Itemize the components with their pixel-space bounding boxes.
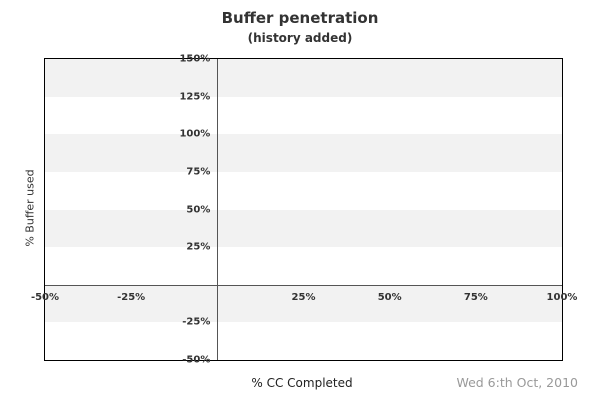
y-tick-label: -50%	[182, 354, 211, 366]
grid-band	[45, 247, 562, 285]
grid-band	[45, 284, 562, 323]
grid-band	[45, 96, 562, 135]
y-tick-label: -25%	[182, 316, 211, 328]
x-tick-label: 75%	[463, 291, 488, 303]
plot-area: 150% 125% 100% 75% 50% 25% -25% -50% -50% -25% 25%…	[31, 54, 578, 366]
y-tick-label: 50%	[186, 204, 211, 215]
grid-band	[45, 59, 562, 97]
y-tick-label: 25%	[186, 241, 211, 253]
x-tick-label: -50%	[30, 291, 60, 303]
x-axis-title: % CC Completed	[251, 376, 353, 390]
y-origin-axis-line	[45, 284, 562, 286]
x-tick-label: 50%	[377, 291, 402, 303]
x-origin-axis-line	[217, 59, 219, 360]
chart-subtitle: (history added)	[247, 31, 353, 45]
y-tick-label: 150%	[179, 53, 211, 65]
y-axis-title: % Buffer used	[23, 169, 37, 247]
x-tick-label: -25%	[117, 291, 146, 303]
footer-date: Wed 6:th Oct, 2010	[456, 375, 578, 390]
y-tick-label: 75%	[186, 166, 211, 178]
grid-band	[45, 209, 562, 248]
x-tick-label: 100%	[546, 291, 578, 303]
chart-title: Buffer penetration	[221, 9, 379, 27]
y-tick-label: 125%	[179, 91, 211, 103]
y-tick-label: 100%	[179, 128, 211, 140]
grid-band	[45, 134, 562, 172]
x-tick-label: 25%	[291, 291, 316, 303]
grid-band	[45, 171, 562, 210]
grid-band	[45, 322, 562, 360]
